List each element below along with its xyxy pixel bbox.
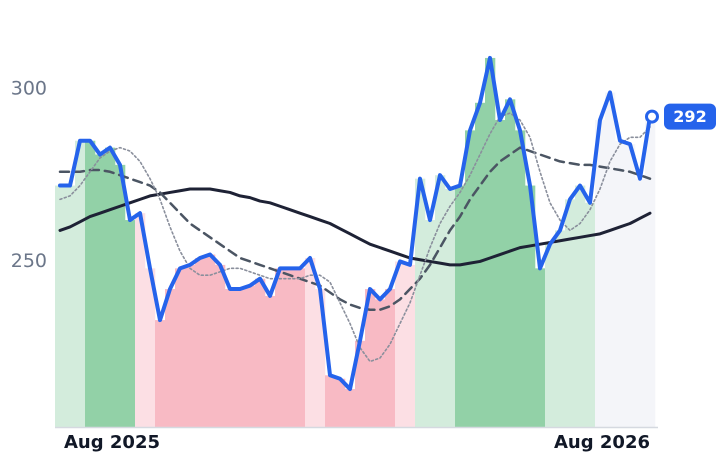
- regime-bar: [175, 268, 186, 427]
- series-line: [59, 112, 651, 363]
- x-tick-label: Aug 2025: [64, 432, 160, 453]
- regime-bar: [435, 175, 446, 427]
- regime-bar: [515, 130, 526, 428]
- regime-bar: [315, 289, 326, 427]
- regime-bar: [205, 254, 216, 427]
- regime-bar: [505, 99, 516, 427]
- regime-bar: [65, 185, 76, 427]
- regime-bar: [485, 57, 496, 428]
- regime-bar: [345, 389, 356, 427]
- regime-bar: [535, 268, 546, 427]
- regime-bar: [255, 278, 266, 427]
- regime-bar: [575, 185, 586, 427]
- last-point: [645, 109, 659, 124]
- regime-bar: [585, 202, 596, 427]
- regime-bar: [95, 154, 106, 427]
- regime-bar: [445, 189, 456, 427]
- regime-bar: [195, 257, 206, 427]
- series-line: [58, 146, 652, 311]
- regime-bar: [335, 378, 346, 427]
- regime-bar: [125, 220, 136, 427]
- regime-bar: [425, 220, 436, 427]
- regime-bar: [635, 178, 646, 427]
- price-badge-label: 292: [673, 107, 706, 126]
- regime-bar: [405, 264, 416, 427]
- regime-bar: [555, 230, 566, 427]
- regime-bar: [385, 289, 396, 427]
- regime-bar: [415, 178, 426, 427]
- regime-bar: [185, 264, 196, 427]
- regime-bar: [475, 102, 486, 427]
- regime-bar: [545, 244, 556, 427]
- regime-bar: [165, 289, 176, 427]
- regime-bar: [225, 289, 236, 427]
- regime-bar: [525, 185, 536, 427]
- regime-bar: [305, 257, 316, 427]
- regime-bar: [355, 340, 366, 427]
- regime-bar: [615, 140, 626, 427]
- regime-bar: [455, 185, 466, 427]
- regime-bar: [365, 289, 376, 427]
- regime-bar: [145, 268, 156, 427]
- regime-bar: [595, 120, 606, 427]
- regime-bar: [645, 116, 656, 428]
- regime-bar: [105, 147, 116, 427]
- regime-bar: [115, 164, 126, 427]
- regime-bar: [295, 268, 306, 427]
- regime-bar: [135, 213, 146, 427]
- regime-bar: [55, 185, 66, 427]
- regime-bar: [215, 264, 226, 427]
- regime-bar: [375, 299, 386, 427]
- regime-bar: [625, 144, 636, 427]
- y-tick-label: 250: [11, 250, 47, 272]
- regime-bar: [495, 120, 506, 427]
- x-tick-label: Aug 2026: [554, 432, 650, 453]
- regime-bar: [275, 268, 286, 427]
- regime-bar: [565, 199, 576, 427]
- regime-bar: [265, 295, 276, 427]
- regime-bar: [75, 140, 86, 427]
- y-tick-label: 300: [11, 77, 47, 99]
- regime-bar: [85, 140, 96, 427]
- regime-bar: [285, 268, 296, 427]
- regime-bar: [605, 92, 616, 428]
- series-line: [58, 55, 652, 392]
- regime-bar: [395, 261, 406, 427]
- regime-bar: [155, 320, 166, 427]
- regime-bar: [465, 130, 476, 428]
- price-badge: [664, 103, 716, 130]
- regime-bar: [235, 289, 246, 427]
- regime-bar: [325, 375, 336, 427]
- regime-bar: [245, 285, 256, 427]
